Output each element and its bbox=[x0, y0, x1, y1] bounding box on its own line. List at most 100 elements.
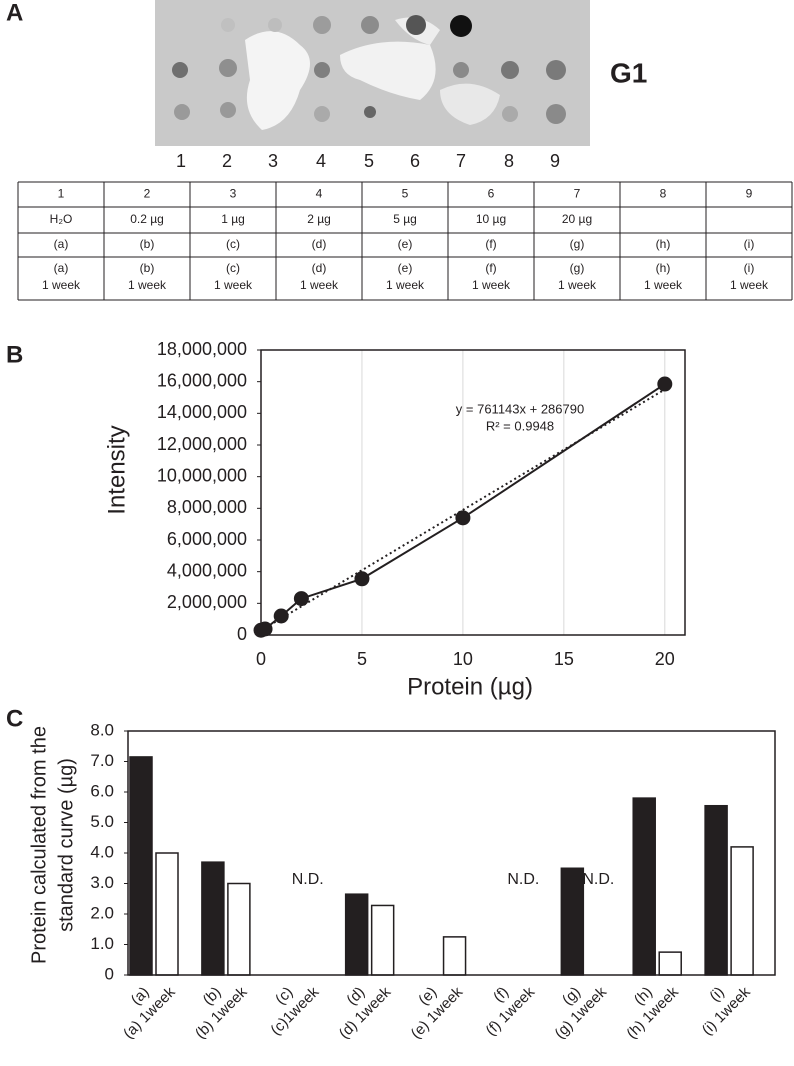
table-cell: (h) bbox=[656, 261, 671, 275]
table-cell: (f) bbox=[485, 261, 496, 275]
table-cell: 20 µg bbox=[562, 212, 592, 226]
blot-image bbox=[155, 0, 590, 146]
table-cell: (b) bbox=[140, 237, 155, 251]
value-label: N.D. bbox=[507, 871, 539, 888]
table-cell: 10 µg bbox=[476, 212, 506, 226]
table-cell: 8 bbox=[660, 187, 667, 201]
y-axis-label: standard curve (µg) bbox=[55, 758, 77, 932]
table-cell: 1 week bbox=[644, 278, 683, 292]
y-tick-label: 3.0 bbox=[90, 873, 114, 892]
lane-number: 6 bbox=[410, 151, 420, 171]
x-tick-label: 0 bbox=[256, 649, 266, 669]
y-tick-label: 16,000,000 bbox=[157, 370, 247, 390]
table-cell: 1 week bbox=[386, 278, 425, 292]
table-cell: (e) bbox=[398, 261, 413, 275]
y-tick-label: 6.0 bbox=[90, 781, 114, 800]
x-tick-label: 5 bbox=[357, 649, 367, 669]
table-cell: (b) bbox=[140, 261, 155, 275]
bar bbox=[560, 867, 585, 976]
table-cell: 5 µg bbox=[393, 212, 417, 226]
y-tick-label: 8,000,000 bbox=[167, 497, 247, 517]
y-tick-label: 4.0 bbox=[90, 842, 114, 861]
table-cell: 1 week bbox=[558, 278, 597, 292]
y-tick-label: 8.0 bbox=[90, 720, 114, 739]
y-tick-label: 0 bbox=[237, 624, 247, 644]
lane-number: 5 bbox=[364, 151, 374, 171]
y-tick-label: 12,000,000 bbox=[157, 434, 247, 454]
y-tick-label: 14,000,000 bbox=[157, 402, 247, 422]
bar bbox=[442, 936, 467, 976]
x-tick-label: (d) 1week bbox=[336, 983, 395, 1042]
blot-label: G1 bbox=[610, 57, 647, 88]
bar bbox=[201, 861, 225, 976]
data-point bbox=[455, 510, 471, 526]
y-axis-label: Protein calculated from the bbox=[28, 726, 50, 964]
panel-label: A bbox=[6, 0, 23, 26]
lane-number: 8 bbox=[504, 151, 514, 171]
table-cell: (h) bbox=[656, 237, 671, 251]
data-point bbox=[257, 621, 273, 637]
table-cell: 0.2 µg bbox=[130, 212, 164, 226]
y-tick-label: 0 bbox=[105, 964, 114, 983]
data-point bbox=[657, 376, 673, 392]
table-cell: (i) bbox=[744, 261, 755, 275]
table-cell: (g) bbox=[570, 237, 585, 251]
x-tick-label: 20 bbox=[655, 649, 675, 669]
bar bbox=[632, 797, 656, 976]
table: 1 2 3 4 5 6 7 8 9 H₂O 0.2 µg 1 µg 2 µg 5 µg 10 µg 20 µg… bbox=[17, 181, 793, 301]
y-tick-label: 4,000,000 bbox=[167, 560, 247, 580]
data-point bbox=[354, 571, 370, 587]
y-axis-label: Intensity bbox=[103, 425, 130, 514]
value-label: N.D. bbox=[582, 871, 614, 888]
table-cell: 1 week bbox=[300, 278, 339, 292]
table-cell: 1 week bbox=[128, 278, 167, 292]
data-point bbox=[273, 608, 289, 624]
trendline-equation: y = 761143x + 286790 bbox=[456, 401, 584, 416]
table-cell: 5 bbox=[402, 187, 409, 201]
lane-number: 9 bbox=[550, 151, 560, 171]
table-cell: 1 bbox=[58, 187, 65, 201]
bar bbox=[344, 893, 369, 976]
table-cell: 6 bbox=[488, 187, 495, 201]
table-cell: (c) bbox=[226, 237, 240, 251]
value-label: N.D. bbox=[292, 871, 324, 888]
table-cell: 1 week bbox=[214, 278, 253, 292]
table-cell: (c) bbox=[226, 261, 240, 275]
table-cell: (d) bbox=[312, 237, 327, 251]
table-cell: H₂O bbox=[50, 212, 73, 226]
table-cell: (a) bbox=[54, 237, 69, 251]
y-tick-label: 18,000,000 bbox=[157, 339, 247, 359]
y-tick-label: 7.0 bbox=[90, 751, 114, 770]
table-cell: 4 bbox=[316, 187, 323, 201]
y-tick-label: 1.0 bbox=[90, 934, 114, 953]
y-tick-label: 2,000,000 bbox=[167, 592, 247, 612]
table-cell: 1 week bbox=[730, 278, 769, 292]
table-cell: (e) bbox=[398, 237, 413, 251]
bar bbox=[704, 804, 728, 976]
bar bbox=[370, 904, 395, 976]
table-cell: (g) bbox=[570, 261, 585, 275]
x-axis-label: Protein (µg) bbox=[407, 673, 533, 700]
x-tick-label: (h) 1week bbox=[623, 983, 682, 1042]
x-tick-label: (a) 1week bbox=[120, 983, 179, 1042]
table-cell: 1 µg bbox=[221, 212, 245, 226]
table-cell: (d) bbox=[312, 261, 327, 275]
lane-number: 3 bbox=[268, 151, 278, 171]
lane-number: 4 bbox=[316, 151, 326, 171]
table-cell: 2 bbox=[144, 187, 151, 201]
x-tick-label: (g) 1week bbox=[551, 983, 610, 1042]
table-cell: 9 bbox=[746, 187, 753, 201]
bar bbox=[227, 882, 251, 976]
table-cell: (f) bbox=[485, 237, 496, 251]
panel-label: B bbox=[6, 341, 23, 368]
bar bbox=[129, 756, 153, 976]
lane-number: 2 bbox=[222, 151, 232, 171]
lane-number: 1 bbox=[176, 151, 186, 171]
x-tick-label: (e) 1week bbox=[408, 983, 467, 1042]
table-cell: 3 bbox=[230, 187, 237, 201]
table-cell: (a) bbox=[54, 261, 69, 275]
x-tick-label: (b) 1week bbox=[192, 983, 251, 1042]
table-cell: 2 µg bbox=[307, 212, 331, 226]
trendline-r-squared: R² = 0.9948 bbox=[486, 418, 554, 433]
